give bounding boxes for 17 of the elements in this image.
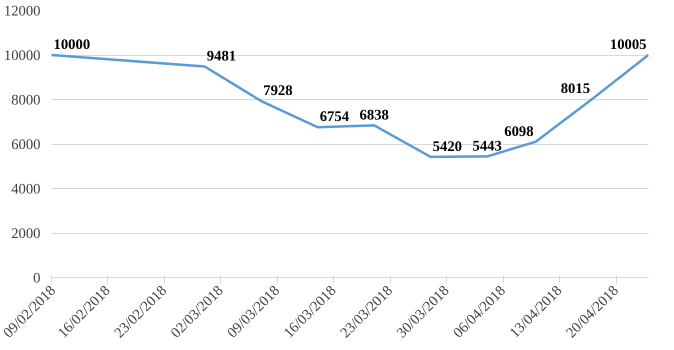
data-label: 10005 xyxy=(610,36,646,53)
y-tick-label: 8000 xyxy=(11,92,40,108)
y-tick-label: 10000 xyxy=(4,48,40,64)
data-label: 7928 xyxy=(263,83,293,100)
y-tick-label: 12000 xyxy=(4,4,40,20)
data-label: 6838 xyxy=(360,107,389,124)
y-tick-label: 4000 xyxy=(11,182,40,198)
data-label: 6098 xyxy=(504,124,534,140)
data-label: 8015 xyxy=(560,81,590,98)
data-label: 6754 xyxy=(320,109,350,126)
y-tick-label: 0 xyxy=(33,270,40,286)
data-label: 9481 xyxy=(206,48,236,65)
data-label: 5420 xyxy=(432,138,462,155)
y-tick-label: 6000 xyxy=(11,137,40,153)
data-label: 10000 xyxy=(54,37,90,53)
y-tick-label: 2000 xyxy=(11,226,40,242)
data-label: 5443 xyxy=(472,138,502,154)
